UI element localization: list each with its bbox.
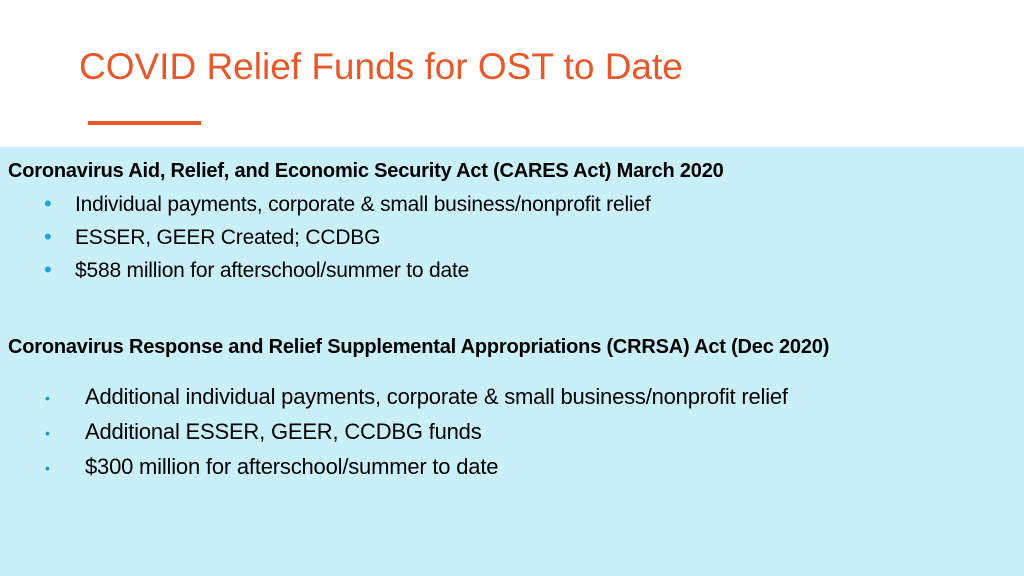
- bullet-icon: •: [44, 257, 52, 282]
- bullet-icon: •: [45, 460, 50, 476]
- list-item: ESSER, GEER Created; CCDBG: [75, 226, 381, 249]
- section-heading-cares: Coronavirus Aid, Relief, and Economic Se…: [8, 160, 724, 182]
- list-item: Additional ESSER, GEER, CCDBG funds: [85, 419, 482, 444]
- title-underline: [88, 121, 201, 125]
- list-item: Additional individual payments, corporat…: [85, 384, 788, 409]
- section-heading-crrsa: Coronavirus Response and Relief Suppleme…: [8, 336, 830, 358]
- list-item: $588 million for afterschool/summer to d…: [75, 259, 470, 282]
- content-panel: Coronavirus Aid, Relief, and Economic Se…: [0, 147, 1024, 576]
- bullet-icon: •: [45, 390, 50, 406]
- bullet-icon: •: [44, 191, 52, 216]
- list-item: $300 million for afterschool/summer to d…: [85, 454, 499, 479]
- bullet-icon: •: [44, 224, 52, 249]
- slide-title: COVID Relief Funds for OST to Date: [79, 46, 683, 87]
- list-item: Individual payments, corporate & small b…: [75, 193, 651, 216]
- bullet-icon: •: [45, 425, 50, 441]
